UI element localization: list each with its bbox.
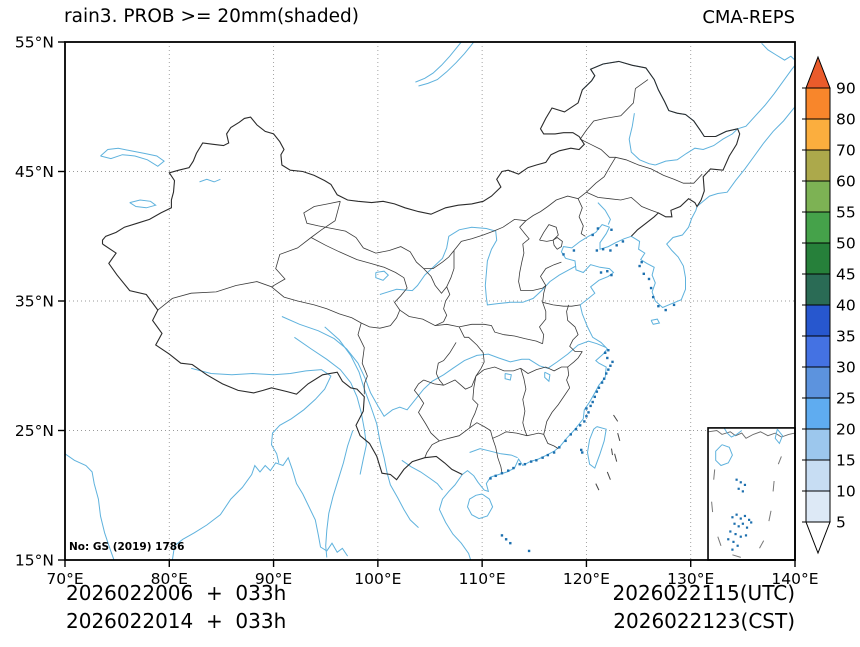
colorbar-band	[805, 87, 831, 120]
colorbar-tick-label: 90	[836, 80, 856, 98]
colorbar-tick-label: 15	[836, 452, 856, 470]
colorbar-tick-label: 80	[836, 111, 856, 129]
colorbar: 90 80 70 60 55 50 45 40 35 30 25 20 15 10 5	[802, 55, 856, 555]
colorbar-tick-label: 5	[836, 514, 846, 532]
colorbar-band	[805, 304, 831, 337]
y-tick-label: 15°N	[15, 552, 54, 570]
x-tick-label: 140°E	[771, 570, 818, 588]
colorbar-band	[805, 397, 831, 430]
island-speckle-layer	[489, 227, 676, 553]
colorbar-tick-label: 40	[836, 297, 856, 315]
x-tick-label: 70°E	[46, 570, 83, 588]
x-tick-label: 80°E	[151, 570, 188, 588]
colorbar-band	[805, 366, 831, 399]
colorbar-band	[805, 149, 831, 182]
valid-time-utc-label: 2026022115(UTC)	[612, 581, 796, 605]
valid-time-cst-label: 2026022123(CST)	[613, 609, 795, 633]
colorbar-band	[805, 242, 831, 275]
y-tick-label: 45°N	[15, 163, 54, 181]
map-license-note: No: GS (2019) 1786	[69, 541, 185, 553]
graticule-grid	[65, 42, 795, 560]
init-time-cst-label: 2026022014 + 033h	[66, 609, 287, 633]
colorbar-band	[805, 118, 831, 151]
south-china-sea-inset	[708, 427, 795, 560]
colorbar-band	[805, 490, 831, 523]
colorbar-tick-label: 70	[836, 142, 856, 160]
colorbar-tick-label: 30	[836, 359, 856, 377]
coastline-river-layer	[65, 42, 795, 560]
colorbar-over-arrow	[805, 55, 831, 89]
colorbar-tick-label: 55	[836, 204, 856, 222]
colorbar-tick-label: 20	[836, 421, 856, 439]
colorbar-band	[805, 335, 831, 368]
colorbar-tick-label: 50	[836, 235, 856, 253]
x-tick-label: 100°E	[354, 570, 401, 588]
colorbar-band	[805, 180, 831, 213]
colorbar-band	[805, 211, 831, 244]
colorbar-tick-label: 60	[836, 173, 856, 191]
colorbar-band	[805, 459, 831, 492]
colorbar-tick-label: 35	[836, 328, 856, 346]
colorbar-tick-label: 45	[836, 266, 856, 284]
axis-tick-labels: 70°E 80°E 90°E 100°E 110°E 120°E 130°E 140°E 55°…	[15, 34, 819, 589]
x-tick-label: 90°E	[255, 570, 292, 588]
axis-ticks	[58, 41, 796, 567]
y-tick-label: 55°N	[15, 34, 54, 52]
y-tick-label: 35°N	[15, 293, 54, 311]
x-tick-label: 110°E	[459, 570, 506, 588]
colorbar-tick-label: 10	[836, 483, 856, 501]
x-tick-label: 120°E	[563, 570, 610, 588]
province-boundary-layer	[157, 79, 703, 474]
colorbar-under-arrow	[805, 521, 831, 555]
model-name-label: CMA-REPS	[702, 7, 795, 28]
national-boundary-layer	[101, 60, 741, 481]
plot-title: rain3. PROB >= 20mm(shaded)	[64, 6, 359, 27]
y-tick-label: 25°N	[15, 422, 54, 440]
colorbar-band	[805, 273, 831, 306]
init-time-utc-label: 2026022006 + 033h	[66, 581, 287, 605]
colorbar-band	[805, 428, 831, 461]
colorbar-tick-label: 25	[836, 390, 856, 408]
sea-boundary-dashes	[595, 414, 621, 491]
map-layers	[65, 42, 795, 560]
x-tick-label: 130°E	[667, 570, 714, 588]
